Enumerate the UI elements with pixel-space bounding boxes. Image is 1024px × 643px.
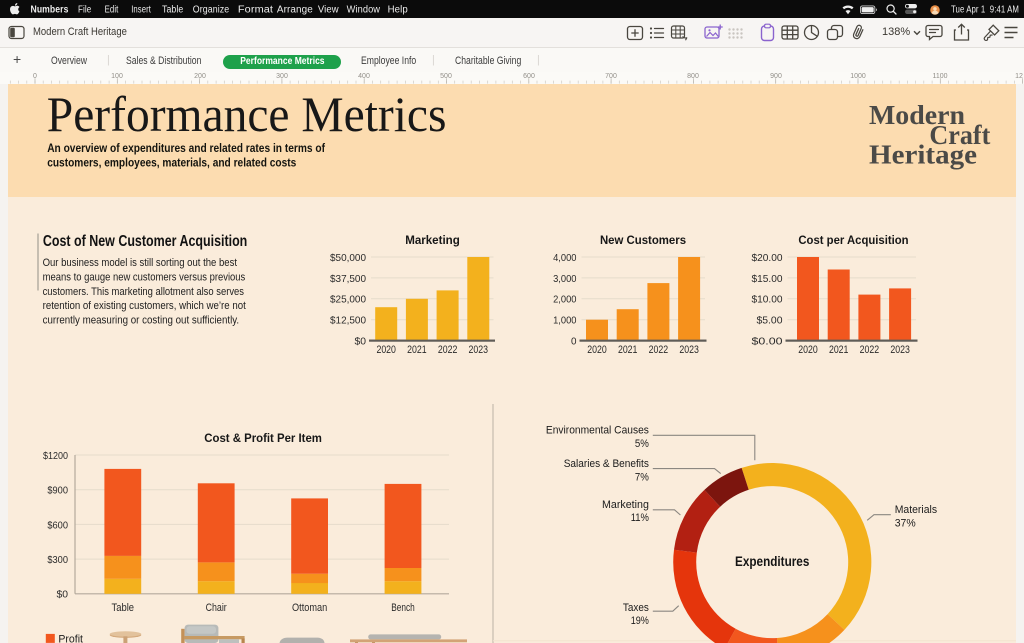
svg-text:2023: 2023	[890, 344, 910, 356]
svg-text:7%: 7%	[635, 471, 649, 483]
svg-text:Performance Metrics: Performance Metrics	[47, 86, 447, 142]
svg-text:37%: 37%	[895, 517, 916, 529]
svg-text:New Customers: New Customers	[600, 233, 686, 247]
svg-text:Cost per Acquisition: Cost per Acquisition	[798, 233, 908, 247]
svg-text:$10.00: $10.00	[752, 295, 783, 306]
svg-text:$0: $0	[57, 590, 69, 601]
svg-text:2021: 2021	[829, 344, 849, 356]
svg-text:Profit: Profit	[58, 633, 83, 643]
svg-text:means to gauge new customers v: means to gauge new customers versus prev…	[43, 272, 246, 284]
svg-text:$50,000: $50,000	[330, 253, 366, 264]
svg-text:Materials: Materials	[895, 504, 938, 516]
svg-text:0: 0	[571, 337, 577, 348]
svg-text:Organize: Organize	[193, 4, 230, 15]
svg-text:2022: 2022	[860, 344, 880, 356]
svg-text:Numbers: Numbers	[31, 4, 69, 15]
svg-text:Window: Window	[347, 4, 381, 15]
svg-text:View: View	[318, 4, 340, 15]
svg-text:Cost & Profit Per Item: Cost & Profit Per Item	[204, 431, 322, 445]
svg-text:2020: 2020	[798, 344, 818, 356]
svg-text:2021: 2021	[407, 344, 427, 356]
svg-text:3,000: 3,000	[553, 274, 577, 285]
svg-text:2022: 2022	[649, 344, 669, 356]
svg-text:4,000: 4,000	[553, 253, 577, 264]
svg-text:5%: 5%	[635, 438, 649, 450]
svg-text:11%: 11%	[631, 512, 650, 524]
svg-text:$0: $0	[355, 337, 367, 348]
svg-text:2022: 2022	[438, 344, 458, 356]
svg-text:Expenditures: Expenditures	[735, 554, 809, 569]
svg-text:2023: 2023	[469, 344, 489, 356]
svg-text:Modern: Modern	[869, 99, 965, 130]
svg-text:Arrange: Arrange	[277, 4, 313, 15]
svg-text:$37,500: $37,500	[330, 274, 366, 285]
svg-text:Taxes: Taxes	[623, 602, 650, 614]
svg-text:Heritage: Heritage	[869, 139, 977, 170]
svg-text:currently measuring or costing: currently measuring or costing out suffi…	[43, 315, 240, 327]
svg-text:$15.00: $15.00	[752, 274, 783, 285]
svg-text:Table: Table	[162, 4, 184, 15]
svg-text:Marketing: Marketing	[405, 233, 460, 247]
svg-text:Edit: Edit	[105, 4, 119, 15]
svg-text:$25,000: $25,000	[330, 295, 366, 306]
svg-text:$1200: $1200	[43, 451, 68, 462]
svg-text:Insert: Insert	[131, 4, 151, 15]
svg-text:$20.00: $20.00	[752, 253, 783, 264]
svg-text:Table: Table	[112, 602, 135, 614]
svg-text:customers. This marketing allo: customers. This marketing allotment also…	[43, 286, 244, 298]
svg-text:Chair: Chair	[206, 602, 227, 614]
svg-text:Craft: Craft	[929, 119, 991, 150]
svg-text:Format: Format	[238, 4, 273, 15]
svg-text:retention of existing customer: retention of existing customers, which w…	[43, 300, 246, 312]
svg-text:$600: $600	[47, 520, 68, 531]
svg-text:2,000: 2,000	[553, 295, 577, 306]
svg-text:$900: $900	[47, 486, 68, 497]
svg-text:Ottoman: Ottoman	[292, 602, 327, 614]
svg-text:2023: 2023	[679, 344, 699, 356]
svg-text:19%: 19%	[631, 615, 650, 627]
svg-text:$0.00: $0.00	[752, 337, 783, 348]
svg-text:customers, employees, material: customers, employees, materials, and rel…	[47, 156, 296, 169]
svg-text:Salaries & Benefits: Salaries & Benefits	[564, 458, 650, 470]
svg-text:$5.00: $5.00	[757, 316, 783, 327]
svg-text:Marketing: Marketing	[602, 499, 649, 511]
svg-text:1,000: 1,000	[553, 316, 577, 327]
svg-text:2021: 2021	[618, 344, 638, 356]
svg-text:Cost of New Customer Acquisiti: Cost of New Customer Acquisition	[43, 233, 247, 250]
svg-text:Bench: Bench	[391, 602, 415, 614]
svg-text:Environmental Causes: Environmental Causes	[546, 425, 650, 437]
svg-text:2020: 2020	[587, 344, 607, 356]
svg-text:An overview of expenditures an: An overview of expenditures and related …	[47, 142, 325, 155]
svg-text:Help: Help	[388, 4, 409, 15]
svg-text:Tue Apr 1 9:41 AM: Tue Apr 1 9:41 AM	[951, 4, 1019, 15]
svg-text:2020: 2020	[376, 344, 396, 356]
svg-text:File: File	[78, 4, 92, 15]
svg-text:$12,500: $12,500	[330, 316, 366, 327]
svg-text:$300: $300	[47, 555, 68, 566]
svg-text:Our business model is still so: Our business model is still sorting out …	[43, 257, 237, 269]
